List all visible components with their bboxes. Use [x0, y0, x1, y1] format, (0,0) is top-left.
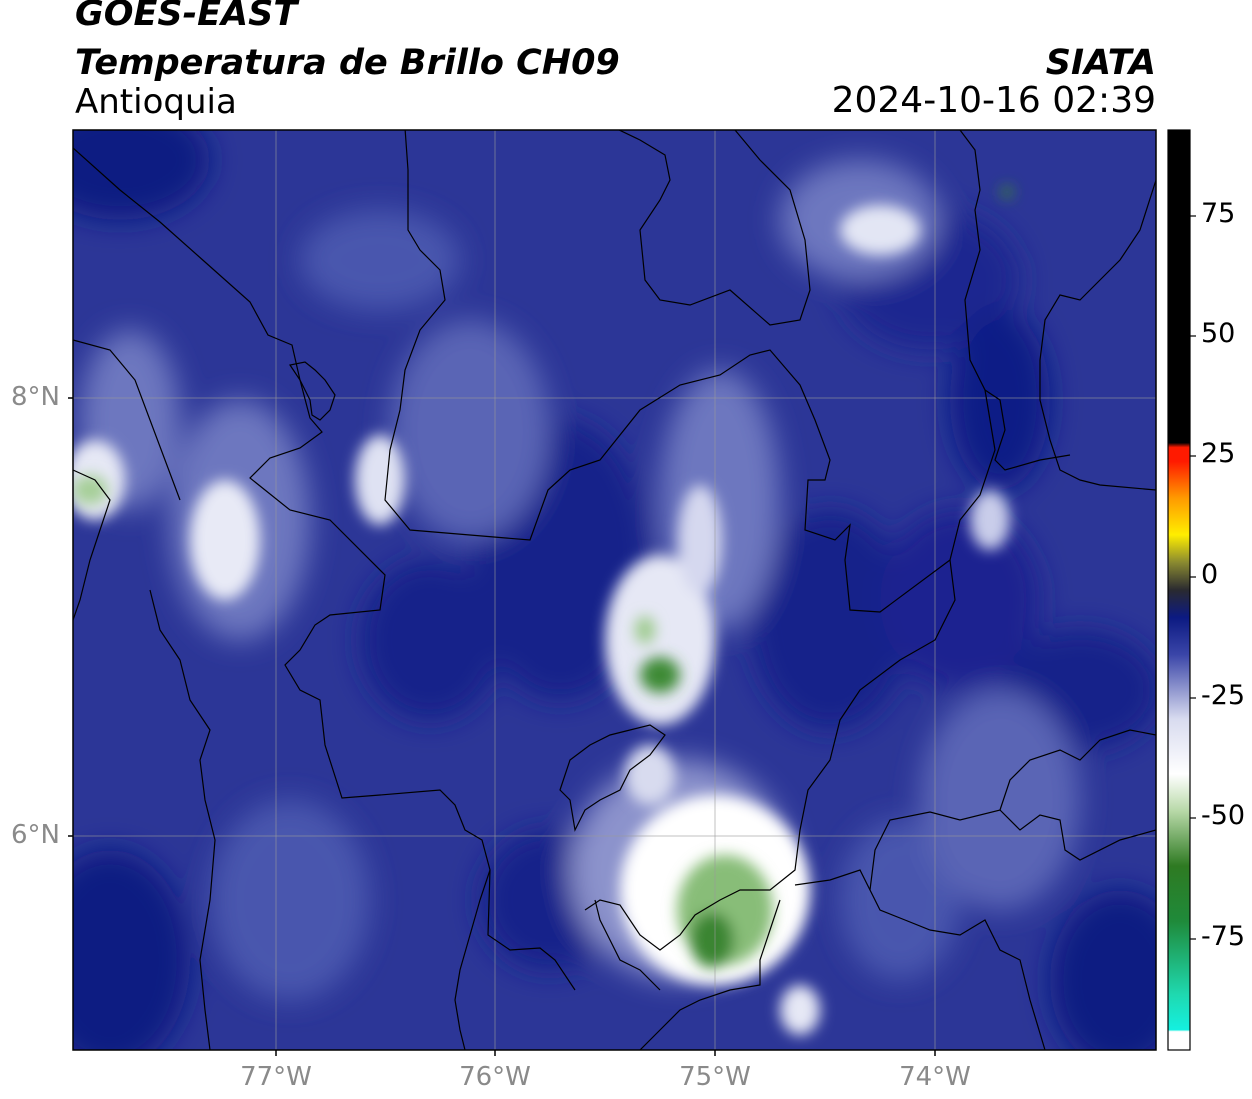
lon-label-76w: 76°W — [459, 1062, 531, 1092]
brightness-temperature-field — [73, 130, 1156, 1050]
colorbar-tick-25: 25 — [1201, 438, 1236, 469]
timestamp-label: 2024-10-16 02:39 — [831, 80, 1156, 121]
axis-ticks — [68, 397, 936, 1056]
colorbar-tick-minus50: -50 — [1201, 800, 1246, 831]
colorbar-tick-minus25: -25 — [1201, 680, 1246, 711]
colorbar-tick-75: 75 — [1201, 198, 1236, 229]
lon-label-75w: 75°W — [679, 1062, 751, 1092]
colorbar-tick-minus75: -75 — [1201, 921, 1246, 952]
map-frame — [72, 129, 1157, 1051]
colorbar — [1167, 129, 1196, 1051]
graticule — [73, 130, 1156, 1050]
lat-label-6n: 6°N — [11, 820, 60, 850]
map-title-product: Temperatura de Brillo CH09 — [75, 43, 620, 83]
map-title-region: Antioquia — [75, 82, 237, 122]
colorbar-tick-0: 0 — [1201, 559, 1219, 590]
administrative-boundaries — [73, 130, 1156, 1050]
map-title-satellite: GOES-EAST — [75, 0, 298, 34]
lon-label-74w: 74°W — [899, 1062, 971, 1092]
lat-label-8n: 8°N — [11, 382, 60, 412]
lon-label-77w: 77°W — [240, 1062, 312, 1092]
agency-label: SIATA — [1045, 43, 1156, 83]
colorbar-tick-50: 50 — [1201, 318, 1236, 349]
